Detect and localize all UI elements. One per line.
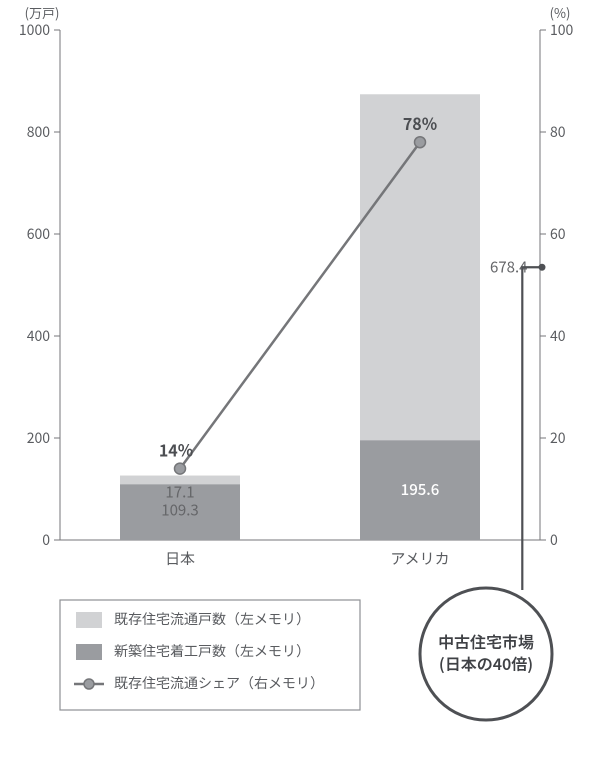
share-percent-label: 14% — [159, 438, 193, 462]
share-marker — [175, 463, 186, 474]
share-percent-label: 78% — [403, 111, 437, 135]
right-tick-label: 20 — [550, 428, 566, 448]
category-label: 日本 — [165, 548, 195, 569]
legend-existing-label: 既存住宅流通戸数（左メモリ） — [114, 609, 310, 629]
housing-market-chart: (万戸)(%)02004006008001000020406080100日本アメ… — [0, 0, 600, 759]
category-label: アメリカ — [390, 548, 449, 569]
callout-text-line: 中古住宅市場 — [438, 629, 534, 653]
legend-new-label: 新築住宅着工戸数（左メモリ） — [114, 641, 310, 661]
value-new-us: 195.6 — [401, 479, 440, 500]
left-tick-label: 1000 — [19, 20, 50, 40]
value-new-jp: 109.3 — [161, 500, 198, 521]
legend-existing-swatch — [76, 612, 102, 628]
right-tick-label: 0 — [550, 530, 558, 550]
right-tick-label: 100 — [550, 20, 574, 40]
callout-text-line: (日本の40倍) — [439, 651, 533, 675]
legend-share-label: 既存住宅流通シェア（右メモリ） — [114, 673, 324, 693]
legend-new-swatch — [76, 644, 102, 660]
right-tick-label: 80 — [550, 122, 566, 142]
right-tick-label: 40 — [550, 326, 566, 346]
left-tick-label: 600 — [27, 224, 51, 244]
left-tick-label: 0 — [42, 530, 50, 550]
share-marker — [415, 137, 426, 148]
legend-share-marker — [84, 679, 94, 689]
right-tick-label: 60 — [550, 224, 566, 244]
left-tick-label: 200 — [27, 428, 51, 448]
left-tick-label: 800 — [27, 122, 51, 142]
left-tick-label: 400 — [27, 326, 51, 346]
